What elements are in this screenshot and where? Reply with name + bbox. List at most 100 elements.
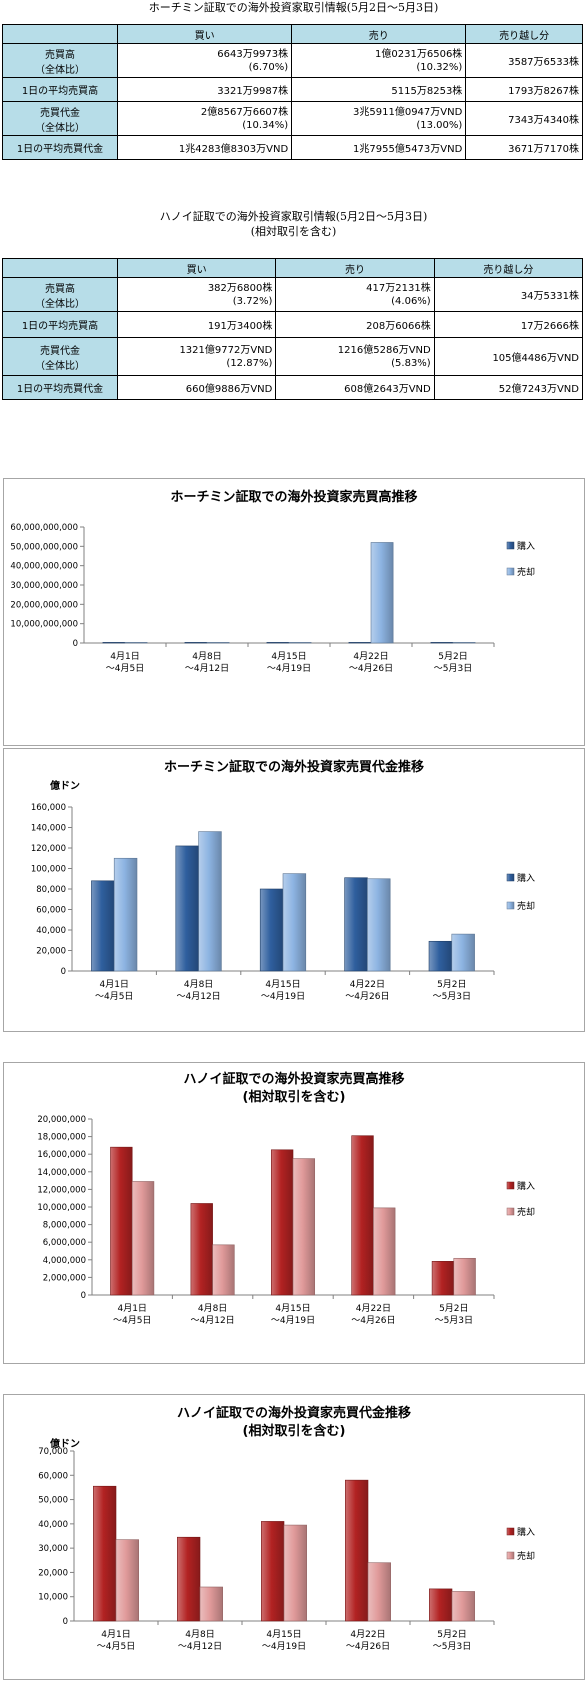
bar-購入-1 [175,845,199,972]
y-tick-label: 60,000,000,000 [10,523,78,533]
legend-swatch [506,567,515,576]
chart-title: ハノイ証取での海外投資家売買代金推移 [177,1405,411,1421]
net-cell: 34万5331株 [433,277,584,312]
chart-hcm-value: ホーチミン証取での海外投資家売買代金推移 億ドン 0 20,000 40,000 60,0… [3,748,585,1032]
header-net-sell: 売り越し分 [465,24,583,44]
x-tick-label: 4月8日 [185,1629,214,1640]
table-row: 売買高 （全体比） 6643万9973株 (6.70%) 1億0231万6506株(… [2,43,583,78]
legend-label: 購入 [517,1180,535,1192]
x-tick-label-line2: ～4月5日 [106,663,144,674]
bar-購入-2 [266,642,290,644]
buy-cell: 191万3400株 [116,311,277,338]
x-tick-label-line2: ～5月3日 [435,1315,473,1326]
net-cell: 3587万6533株 [465,43,583,78]
bar-売却-1 [212,1244,235,1296]
sell-cell: 3兆5911億0947万VND (13.00%) [291,101,467,136]
x-tick-label-line2: ～4月12日 [191,1315,235,1326]
legend-label: 購入 [517,540,535,552]
table-row: 1日の平均売買高 3321万9987株 5115万8253株 1793万8267… [2,77,583,102]
table-row: 売買代金 （全体比） 1321億9772万VND (12.87%) 1216億528… [2,337,584,376]
table-row: 売買高 （全体比） 382万6800株 (3.72%) 417万2131株 (4.06… [2,277,584,312]
sell-cell: 1兆7955億5473万VND [291,135,467,160]
buy-cell: 1321億9772万VND (12.87%) [116,337,277,376]
bar-購入-0 [91,880,115,972]
net-cell: 105億4486万VND [433,337,584,376]
y-tick-label: 10,000,000 [37,1203,86,1213]
x-tick-label-line2: ～4月12日 [185,663,229,674]
x-tick-label: 4月22日 [353,651,388,662]
y-tick-label: 14,000,000 [37,1168,86,1178]
bar-売却-0 [115,1539,139,1622]
y-tick-label: 100,000 [31,865,66,875]
legend-swatch [506,1207,515,1216]
buy-cell: 6643万9973株 (6.70%) [116,43,293,78]
bar-購入-0 [102,642,126,644]
header-buy: 買い [116,24,293,44]
table-row: 1日の平均売買代金 660億9886万VND 608億2643万VND 52億7… [2,375,584,400]
x-tick-label: 4月1日 [117,1303,146,1314]
bar-売却-1 [206,642,230,644]
y-tick-label: 10,000 [38,1593,68,1603]
legend-swatch [506,1181,515,1190]
x-tick-label-line2: ～4月26日 [346,1641,390,1652]
y-tick-label: 20,000 [36,947,66,957]
y-tick-label: 20,000,000,000 [10,600,78,610]
header-buy: 買い [116,258,277,278]
bar-売却-2 [292,1158,316,1296]
x-tick-label: 4月8日 [192,651,221,662]
bar-購入-4 [428,940,453,972]
chart-hn-value-svg: ハノイ証取での海外投資家売買代金推移 (相対取引を含む) 億ドン 0 10,000 20,… [38,1405,535,1652]
row-label: 1日の平均売買高 [2,77,118,102]
x-tick-label: 5月2日 [439,1303,468,1314]
x-tick-label-line2: ～4月5日 [97,1641,135,1652]
header-sell: 売り [275,258,435,278]
legend-swatch [506,1527,515,1536]
x-tick-label-line2: ～5月3日 [433,1641,471,1652]
y-tick-label: 18,000,000 [37,1133,86,1143]
bar-売却-4 [453,1257,476,1296]
sell-cell: 608億2643万VND [275,375,435,400]
bar-購入-4 [430,642,454,644]
bar-売却-3 [367,1562,391,1622]
bar-購入-1 [184,642,208,644]
hcm-table-title: ホーチミン証取での海外投資家取引情報(5月2日～5月3日) [148,1,439,14]
chart-subtitle: (相対取引を含む) [243,1423,346,1439]
bar-購入-1 [190,1203,213,1296]
bar-購入-3 [351,1135,374,1296]
bar-売却-1 [198,831,222,972]
x-tick-label-line2: ～4月26日 [349,663,393,674]
x-tick-label-line2: ～4月5日 [95,991,133,1002]
y-tick-label: 50,000,000,000 [10,542,78,552]
y-tick-label: 50,000 [38,1496,68,1506]
chart-title: ホーチミン証取での海外投資家売買代金推移 [164,759,424,775]
y-tick-label: 12,000,000 [37,1185,86,1195]
bar-売却-4 [452,642,476,644]
bar-購入-3 [344,877,368,972]
legend-swatch [506,1551,515,1560]
x-tick-label-line2: ～4月12日 [177,991,221,1002]
y-tick-label: 4,000,000 [43,1256,86,1266]
bar-売却-0 [131,1181,155,1296]
x-tick-label: 5月2日 [437,1629,466,1640]
x-tick-label: 4月8日 [184,979,213,990]
bar-売却-3 [370,542,394,644]
x-tick-label: 4月1日 [110,651,139,662]
y-tick-label: 60,000 [36,906,66,916]
x-tick-label: 4月15日 [266,1629,301,1640]
table-header-row: 買い 売り 売り越し分 [2,258,584,278]
x-tick-label: 5月2日 [437,979,466,990]
sell-cell: 1億0231万6506株 (10.32%) [291,43,467,78]
y-tick-label: 8,000,000 [43,1221,86,1231]
y-unit-label: 億ドン [50,1437,80,1450]
legend-label: 購入 [517,872,535,884]
legend-label: 売却 [517,566,535,578]
y-tick-label: 6,000,000 [43,1238,86,1248]
y-tick-label: 20,000 [38,1568,68,1578]
bar-購入-0 [110,1146,133,1296]
y-unit-label: 億ドン [50,779,80,792]
x-tick-label-line2: ～4月19日 [271,1315,315,1326]
legend-label: 売却 [517,1206,535,1218]
bar-購入-0 [93,1485,117,1622]
x-tick-label-line2: ～4月12日 [178,1641,222,1652]
